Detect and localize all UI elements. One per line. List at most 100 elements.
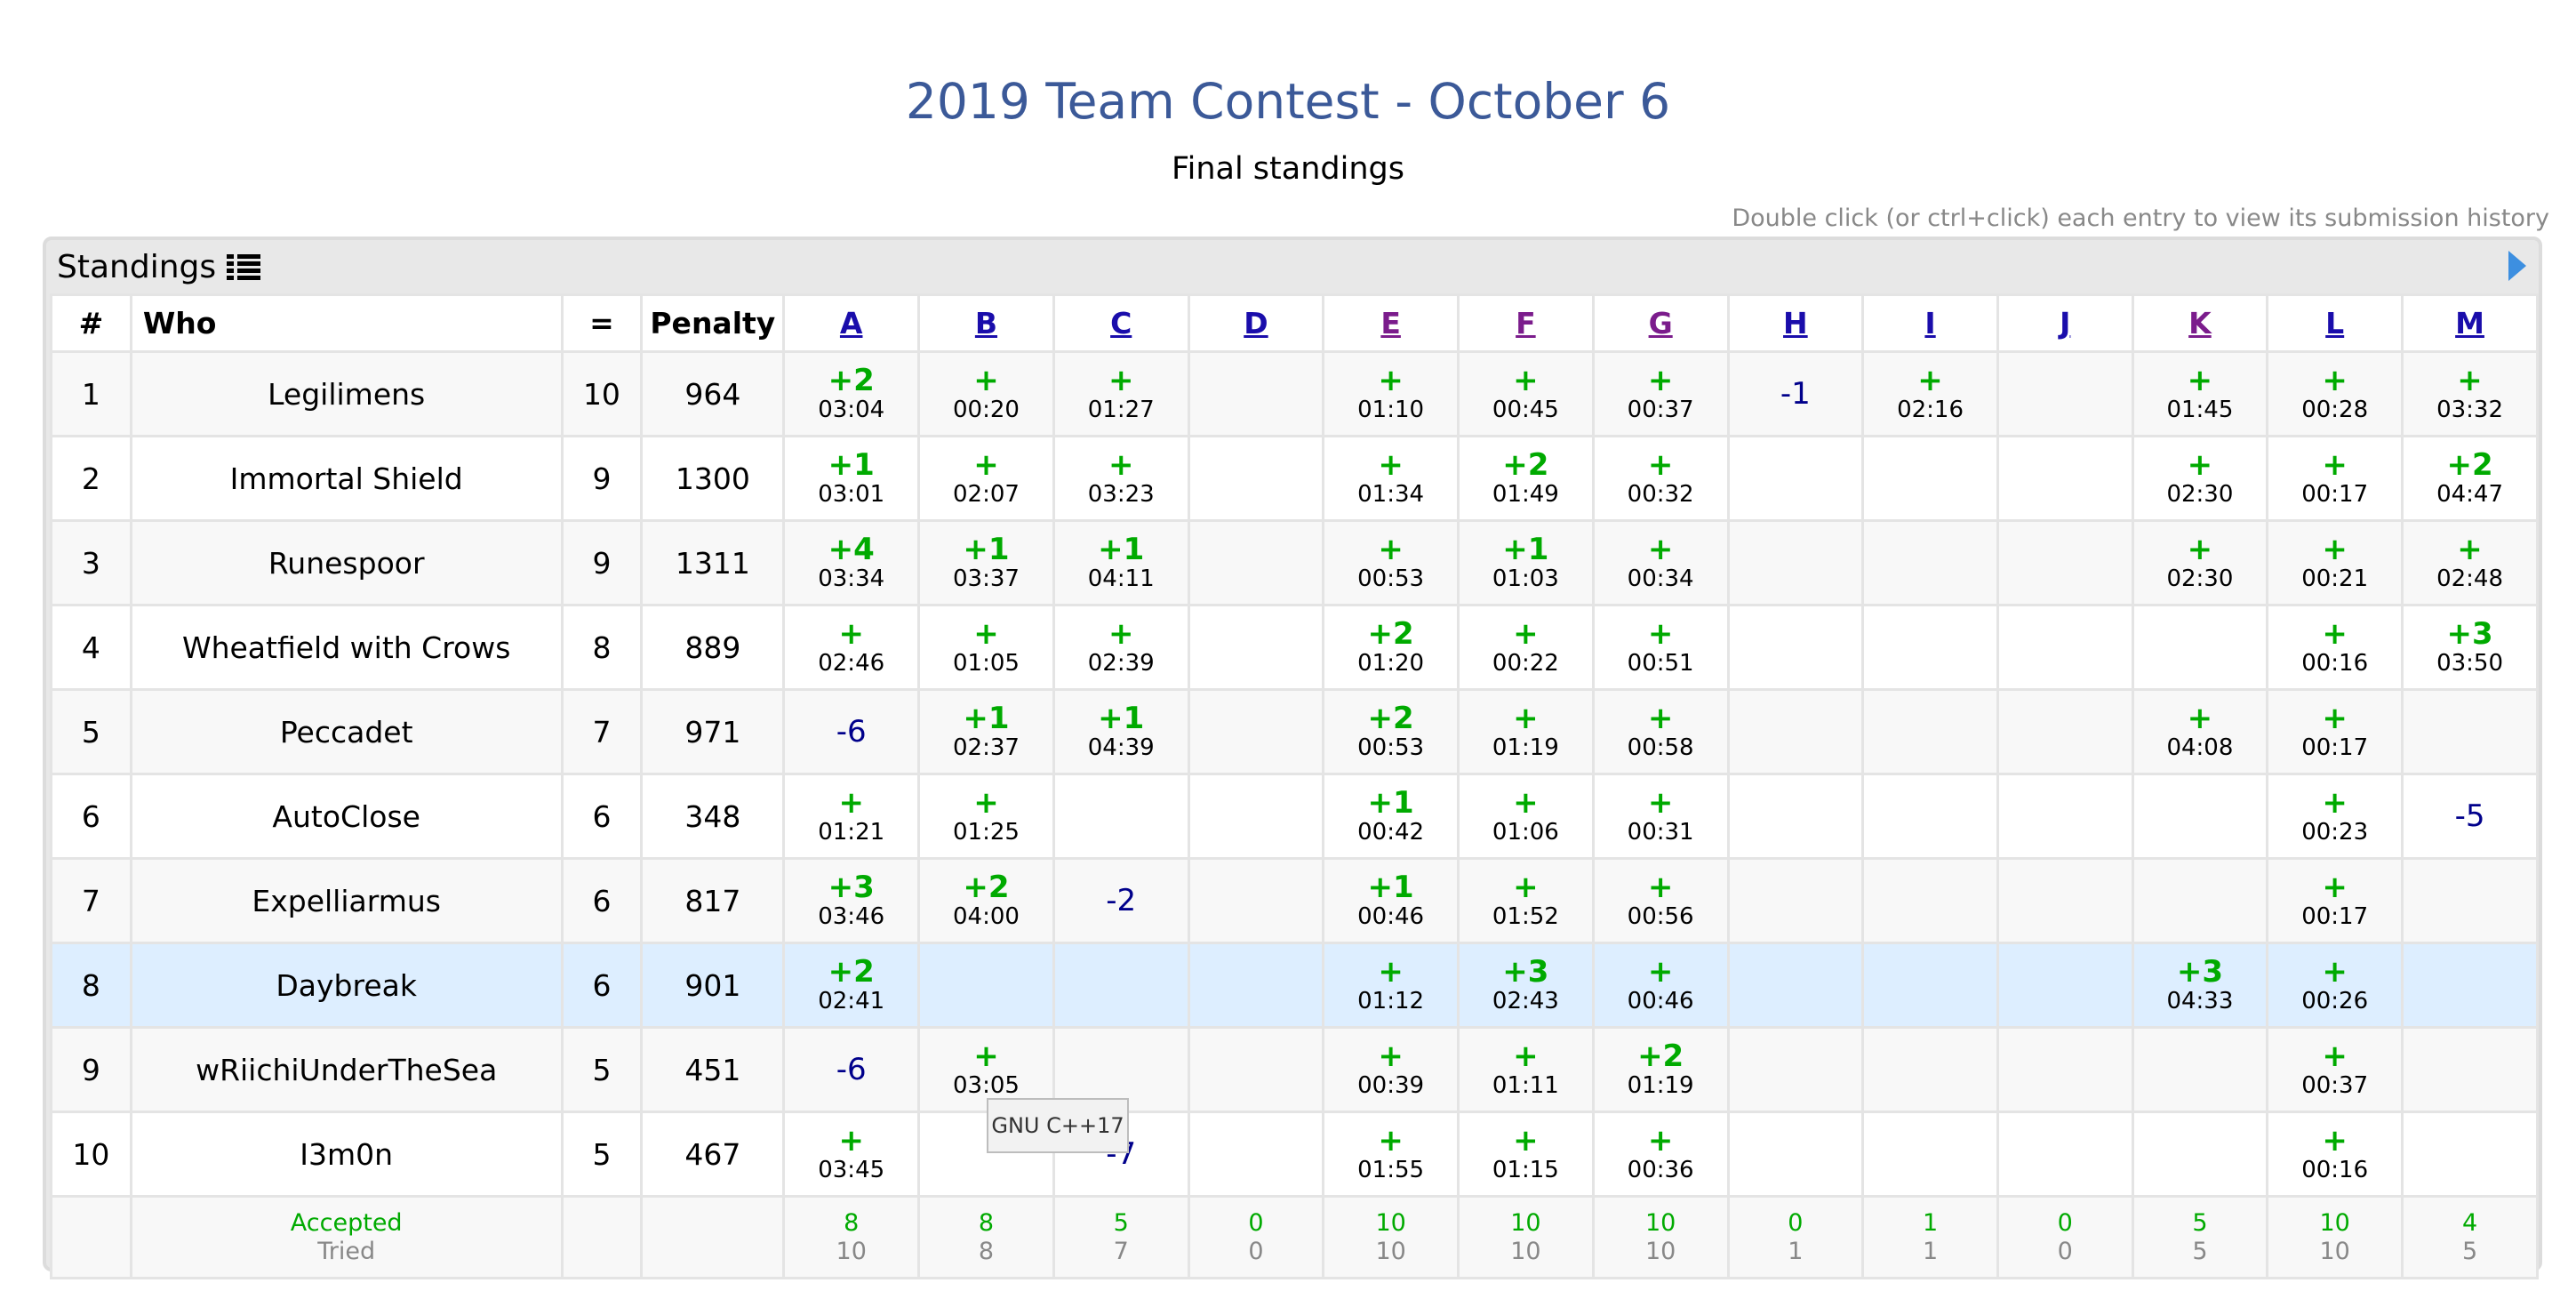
result-cell-m[interactable]: +03:32 [2401, 350, 2539, 437]
result-cell-k[interactable]: +02:30 [2131, 519, 2269, 606]
result-cell-j[interactable] [1996, 1026, 2134, 1113]
result-cell-k[interactable] [2131, 773, 2269, 860]
result-cell-h[interactable] [1726, 942, 1865, 1029]
result-cell-e[interactable]: +00:53 [1322, 519, 1460, 606]
result-cell-g[interactable]: +00:32 [1591, 435, 1730, 522]
result-cell-e[interactable]: +1 00:46 [1322, 857, 1460, 944]
result-cell-e[interactable]: +01:55 [1322, 1111, 1460, 1198]
result-cell-d[interactable] [1187, 350, 1325, 437]
result-cell-m[interactable] [2401, 942, 2539, 1029]
result-cell-c[interactable] [1052, 773, 1190, 860]
result-cell-c[interactable]: +03:23 [1052, 435, 1190, 522]
result-cell-k[interactable] [2131, 604, 2269, 691]
result-cell-c[interactable]: -2 [1052, 857, 1190, 944]
result-cell-h[interactable] [1726, 519, 1865, 606]
result-cell-f[interactable]: +01:52 [1457, 857, 1595, 944]
result-cell-j[interactable] [1996, 604, 2134, 691]
result-cell-b[interactable]: +1 02:37 [917, 688, 1055, 775]
result-cell-k[interactable]: +04:08 [2131, 688, 2269, 775]
result-cell-e[interactable]: +01:12 [1322, 942, 1460, 1029]
result-cell-g[interactable]: +00:37 [1591, 350, 1730, 437]
result-cell-a[interactable]: +01:21 [782, 773, 921, 860]
result-cell-a[interactable]: +2 03:04 [782, 350, 921, 437]
result-cell-l[interactable]: +00:17 [2266, 857, 2404, 944]
result-cell-f[interactable]: +00:22 [1457, 604, 1595, 691]
result-cell-g[interactable]: +00:36 [1591, 1111, 1730, 1198]
problem-link-j[interactable]: J [2060, 306, 2071, 341]
result-cell-k[interactable]: +01:45 [2131, 350, 2269, 437]
result-cell-e[interactable]: +01:10 [1322, 350, 1460, 437]
result-cell-i[interactable] [1861, 942, 1999, 1029]
result-cell-c[interactable]: +1 04:11 [1052, 519, 1190, 606]
problem-link-d[interactable]: D [1244, 306, 1268, 341]
result-cell-l[interactable]: +00:16 [2266, 604, 2404, 691]
result-cell-m[interactable] [2401, 857, 2539, 944]
result-cell-h[interactable] [1726, 435, 1865, 522]
result-cell-h[interactable]: -1 [1726, 350, 1865, 437]
result-cell-l[interactable]: +00:16 [2266, 1111, 2404, 1198]
result-cell-i[interactable] [1861, 1026, 1999, 1113]
result-cell-d[interactable] [1187, 1111, 1325, 1198]
result-cell-i[interactable] [1861, 1111, 1999, 1198]
result-cell-i[interactable] [1861, 435, 1999, 522]
result-cell-f[interactable]: +1 01:03 [1457, 519, 1595, 606]
result-cell-f[interactable]: +3 02:43 [1457, 942, 1595, 1029]
result-cell-b[interactable]: +01:05 [917, 604, 1055, 691]
result-cell-l[interactable]: +00:21 [2266, 519, 2404, 606]
result-cell-d[interactable] [1187, 435, 1325, 522]
problem-link-a[interactable]: A [839, 306, 863, 341]
problem-link-l[interactable]: L [2325, 306, 2345, 341]
result-cell-k[interactable]: +3 04:33 [2131, 942, 2269, 1029]
result-cell-c[interactable] [1052, 942, 1190, 1029]
result-cell-b[interactable]: +00:20 [917, 350, 1055, 437]
result-cell-b[interactable]: +1 03:37 [917, 519, 1055, 606]
result-cell-g[interactable]: +00:46 [1591, 942, 1730, 1029]
result-cell-d[interactable] [1187, 1026, 1325, 1113]
result-cell-l[interactable]: +00:26 [2266, 942, 2404, 1029]
result-cell-i[interactable]: +02:16 [1861, 350, 1999, 437]
result-cell-j[interactable] [1996, 519, 2134, 606]
result-cell-d[interactable] [1187, 604, 1325, 691]
result-cell-l[interactable]: +00:17 [2266, 688, 2404, 775]
result-cell-g[interactable]: +00:31 [1591, 773, 1730, 860]
result-cell-c[interactable]: +01:27 [1052, 350, 1190, 437]
result-cell-j[interactable] [1996, 435, 2134, 522]
result-cell-i[interactable] [1861, 857, 1999, 944]
result-cell-b[interactable]: +02:07 [917, 435, 1055, 522]
result-cell-b[interactable]: +2 04:00 [917, 857, 1055, 944]
result-cell-k[interactable] [2131, 1111, 2269, 1198]
result-cell-j[interactable] [1996, 773, 2134, 860]
list-icon[interactable] [227, 254, 261, 280]
result-cell-h[interactable] [1726, 604, 1865, 691]
result-cell-d[interactable] [1187, 857, 1325, 944]
result-cell-l[interactable]: +00:28 [2266, 350, 2404, 437]
problem-link-h[interactable]: H [1783, 306, 1808, 341]
result-cell-e[interactable]: +01:34 [1322, 435, 1460, 522]
result-cell-j[interactable] [1996, 857, 2134, 944]
result-cell-g[interactable]: +00:34 [1591, 519, 1730, 606]
result-cell-a[interactable]: +1 03:01 [782, 435, 921, 522]
result-cell-e[interactable]: +2 01:20 [1322, 604, 1460, 691]
result-cell-a[interactable]: +2 02:41 [782, 942, 921, 1029]
triangle-right-icon[interactable] [2508, 251, 2526, 281]
problem-link-b[interactable]: B [974, 306, 998, 341]
result-cell-k[interactable] [2131, 857, 2269, 944]
result-cell-a[interactable]: -6 [782, 1026, 921, 1113]
result-cell-d[interactable] [1187, 942, 1325, 1029]
result-cell-j[interactable] [1996, 688, 2134, 775]
result-cell-f[interactable]: +2 01:49 [1457, 435, 1595, 522]
result-cell-a[interactable]: +02:46 [782, 604, 921, 691]
result-cell-a[interactable]: +03:45 [782, 1111, 921, 1198]
result-cell-m[interactable] [2401, 1026, 2539, 1113]
result-cell-b[interactable] [917, 942, 1055, 1029]
result-cell-e[interactable]: +1 00:42 [1322, 773, 1460, 860]
problem-link-i[interactable]: I [1924, 306, 1936, 341]
result-cell-g[interactable]: +00:58 [1591, 688, 1730, 775]
result-cell-j[interactable] [1996, 350, 2134, 437]
result-cell-i[interactable] [1861, 519, 1999, 606]
result-cell-g[interactable]: +00:56 [1591, 857, 1730, 944]
result-cell-m[interactable]: +02:48 [2401, 519, 2539, 606]
result-cell-i[interactable] [1861, 604, 1999, 691]
result-cell-m[interactable]: +2 04:47 [2401, 435, 2539, 522]
result-cell-l[interactable]: +00:37 [2266, 1026, 2404, 1113]
